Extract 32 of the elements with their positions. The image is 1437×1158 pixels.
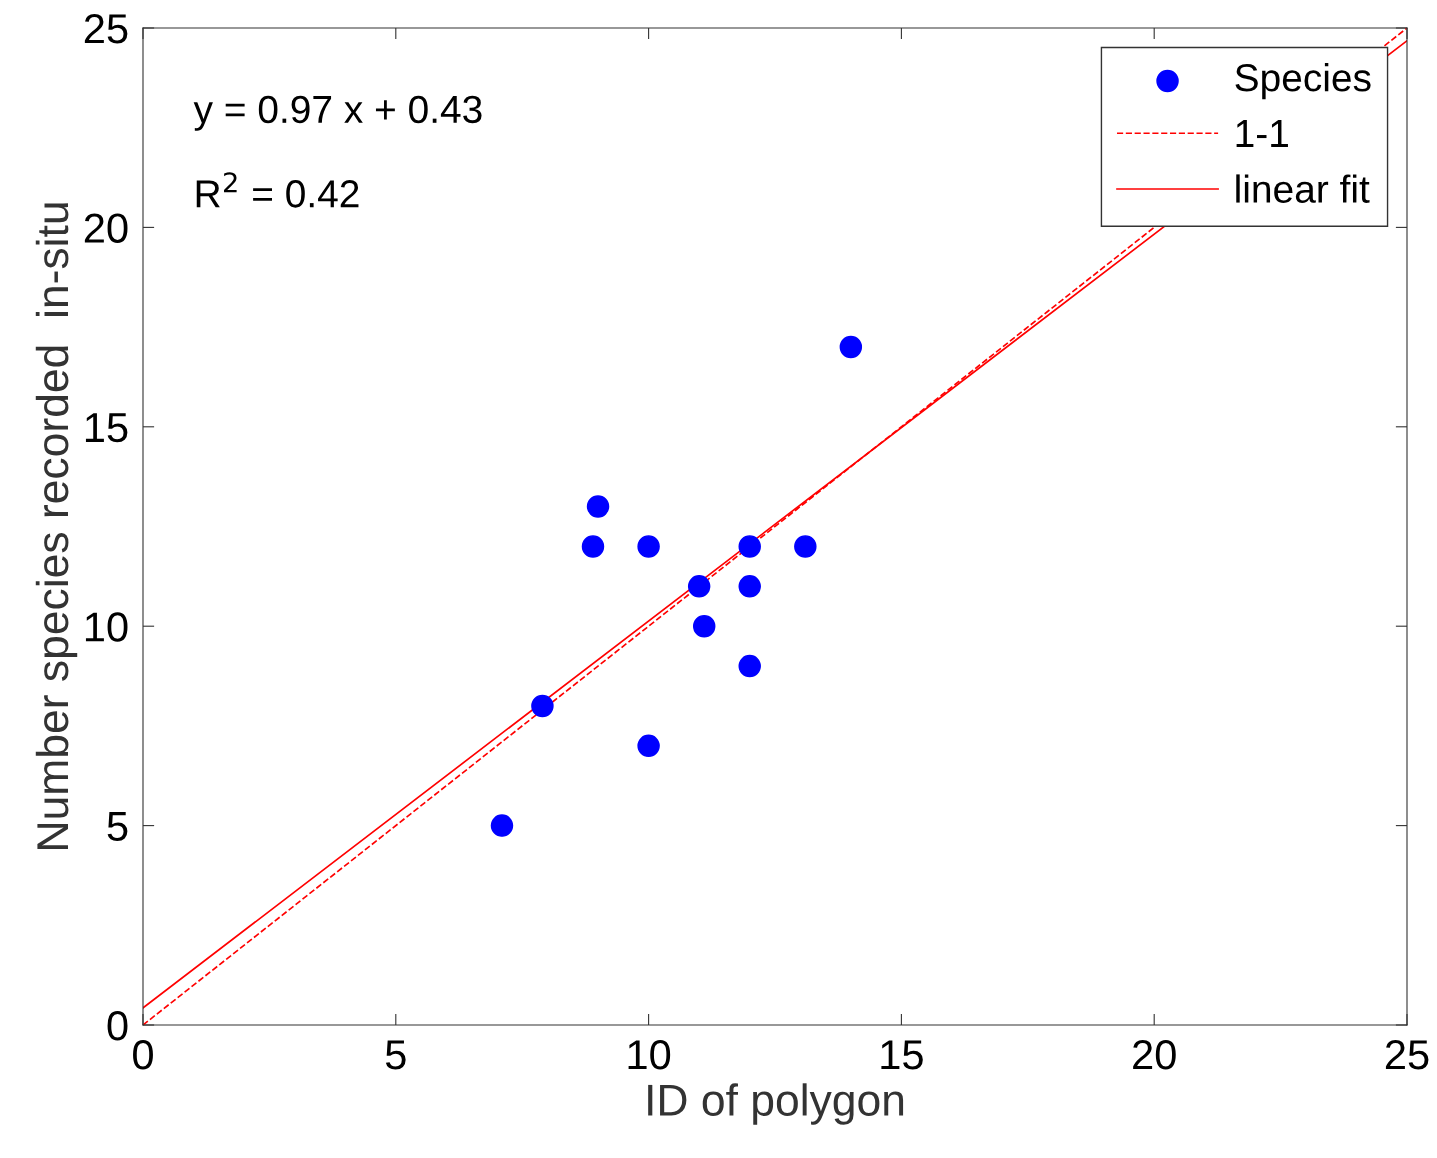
y-tick-label: 15 — [85, 413, 128, 443]
legend-label: 1-1 — [1236, 120, 1288, 147]
y-tick-label: 20 — [84, 213, 128, 243]
x-tick-label: 5 — [385, 1040, 406, 1070]
x-tick-label: 10 — [628, 1039, 671, 1070]
point — [490, 814, 514, 837]
point — [839, 335, 863, 359]
y-tick-label: 10 — [85, 612, 128, 642]
x-axis-title: ID of polygon — [648, 1083, 904, 1125]
y-tick-label: 0 — [107, 1011, 128, 1041]
point — [692, 614, 716, 638]
point — [531, 694, 554, 718]
annotation: R$^{2}$ = 0.42 — [196, 172, 359, 208]
point — [738, 654, 761, 678]
legend-label: Species — [1235, 63, 1371, 100]
legend-label: linear fit — [1236, 174, 1370, 203]
y-tick-label: 5 — [107, 812, 128, 842]
point — [687, 575, 711, 598]
point — [586, 495, 610, 518]
x-tick-label: 15 — [881, 1040, 923, 1070]
point — [794, 535, 817, 558]
point — [738, 575, 761, 598]
point — [637, 535, 660, 558]
y-tick-label: 25 — [84, 14, 128, 44]
x-tick-label: 25 — [1385, 1039, 1429, 1070]
point — [637, 734, 660, 758]
point — [581, 535, 605, 558]
x-tick-label: 0 — [133, 1039, 153, 1070]
x-tick-label: 20 — [1133, 1039, 1176, 1070]
y-axis-title: Number species recorded in-situ — [35, 203, 78, 849]
annotation: y = 0.97 x + 0.43 — [193, 95, 482, 131]
point — [738, 535, 761, 558]
